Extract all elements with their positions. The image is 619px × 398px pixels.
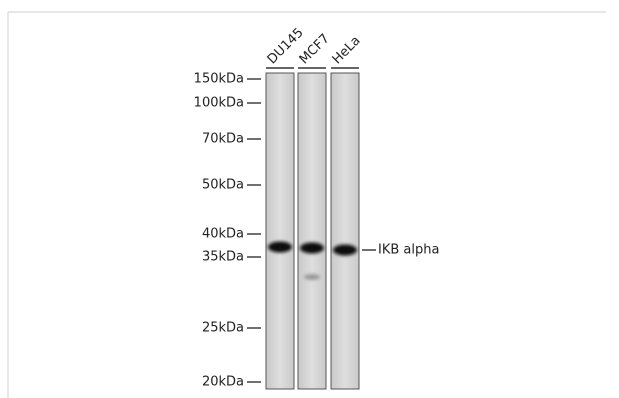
marker-label: 40kDa (202, 227, 244, 242)
blot-figure: DU145MCF7HeLa150kDa100kDa70kDa50kDa40kDa… (0, 0, 619, 398)
faint-band (304, 274, 320, 280)
lane (331, 73, 359, 389)
marker-label: 100kDa (194, 96, 244, 111)
marker-label: 25kDa (202, 321, 244, 336)
band (333, 245, 357, 256)
lane-label: HeLa (330, 33, 364, 67)
marker-label: 50kDa (202, 178, 244, 193)
marker-label: 35kDa (202, 250, 244, 265)
marker-label: 150kDa (194, 72, 244, 87)
band-label: IKB alpha (378, 243, 439, 258)
band (268, 242, 292, 253)
lane (298, 73, 326, 389)
blot: DU145MCF7HeLa150kDa100kDa70kDa50kDa40kDa… (194, 25, 440, 389)
band (300, 243, 324, 254)
lane (266, 73, 294, 389)
marker-label: 70kDa (202, 132, 244, 147)
marker-label: 20kDa (202, 375, 244, 390)
